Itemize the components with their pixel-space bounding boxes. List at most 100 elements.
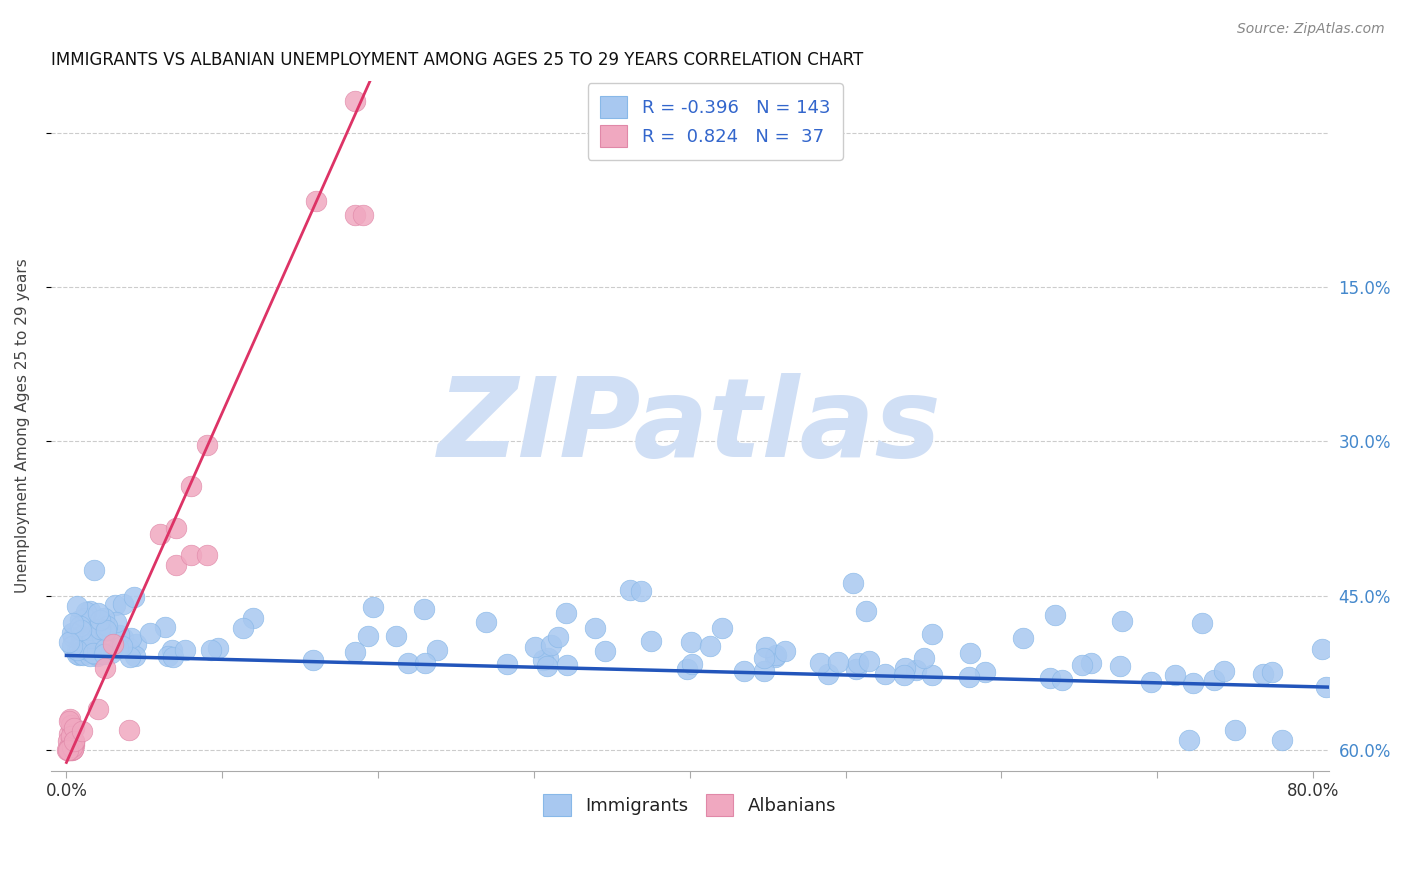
Point — [752, 650, 775, 665]
Point — [84, 640, 107, 654]
Point — [122, 590, 145, 604]
Point — [58, 635, 80, 649]
Point — [124, 648, 146, 663]
Point — [75, 611, 97, 625]
Point — [593, 644, 616, 658]
Point — [125, 637, 148, 651]
Point — [200, 643, 222, 657]
Legend: Immigrants, Albanians: Immigrants, Albanians — [536, 788, 844, 823]
Point — [912, 650, 935, 665]
Point — [710, 621, 733, 635]
Point — [765, 648, 787, 662]
Point — [59, 712, 82, 726]
Point — [524, 640, 547, 654]
Point — [86, 702, 108, 716]
Y-axis label: Unemployment Among Ages 25 to 29 years: Unemployment Among Ages 25 to 29 years — [15, 259, 30, 593]
Point — [893, 661, 915, 675]
Point — [396, 656, 419, 670]
Point — [1315, 680, 1337, 694]
Point — [118, 649, 141, 664]
Point — [808, 657, 831, 671]
Point — [94, 661, 117, 675]
Point — [63, 734, 86, 748]
Point — [1080, 656, 1102, 670]
Point — [149, 526, 172, 541]
Point — [110, 640, 132, 654]
Point — [65, 642, 87, 657]
Point — [63, 735, 86, 749]
Point — [70, 629, 93, 643]
Point — [531, 653, 554, 667]
Point — [162, 643, 184, 657]
Point — [69, 623, 91, 637]
Point — [974, 665, 997, 680]
Point — [83, 563, 105, 577]
Point — [343, 94, 366, 108]
Point — [540, 638, 562, 652]
Point — [699, 639, 721, 653]
Point — [356, 630, 378, 644]
Point — [93, 641, 115, 656]
Point — [89, 622, 111, 636]
Point — [921, 668, 943, 682]
Point — [180, 548, 202, 562]
Point — [1261, 665, 1284, 679]
Point — [67, 640, 90, 654]
Point — [195, 548, 218, 562]
Point — [77, 632, 100, 647]
Point — [96, 619, 118, 633]
Point — [1012, 632, 1035, 646]
Point — [93, 648, 115, 662]
Point — [180, 479, 202, 493]
Point — [107, 628, 129, 642]
Point — [1043, 608, 1066, 623]
Point — [873, 666, 896, 681]
Point — [63, 738, 86, 752]
Point — [111, 597, 134, 611]
Point — [583, 621, 606, 635]
Point — [763, 650, 786, 665]
Point — [845, 662, 868, 676]
Point — [385, 629, 408, 643]
Point — [630, 583, 652, 598]
Point — [827, 655, 849, 669]
Point — [60, 639, 83, 653]
Point — [165, 521, 187, 535]
Point — [855, 604, 877, 618]
Point — [63, 735, 86, 749]
Point — [361, 600, 384, 615]
Point — [957, 670, 980, 684]
Point — [554, 607, 576, 621]
Point — [62, 616, 84, 631]
Point — [1164, 667, 1187, 681]
Point — [56, 743, 79, 757]
Point — [72, 648, 94, 662]
Point — [67, 648, 90, 662]
Point — [904, 663, 927, 677]
Point — [82, 646, 104, 660]
Point — [1177, 732, 1199, 747]
Point — [84, 647, 107, 661]
Point — [58, 726, 80, 740]
Point — [66, 599, 89, 614]
Point — [426, 643, 449, 657]
Point — [165, 558, 187, 572]
Point — [893, 668, 915, 682]
Point — [232, 621, 254, 635]
Point — [77, 643, 100, 657]
Point — [69, 618, 91, 632]
Point — [104, 598, 127, 612]
Point — [94, 624, 117, 638]
Point — [60, 717, 83, 731]
Point — [959, 646, 981, 660]
Point — [343, 208, 366, 222]
Point — [1202, 673, 1225, 687]
Point — [1070, 657, 1092, 672]
Point — [1050, 673, 1073, 687]
Point — [547, 630, 569, 644]
Point — [59, 729, 82, 743]
Point — [60, 740, 83, 755]
Point — [242, 611, 264, 625]
Point — [77, 638, 100, 652]
Point — [59, 743, 82, 757]
